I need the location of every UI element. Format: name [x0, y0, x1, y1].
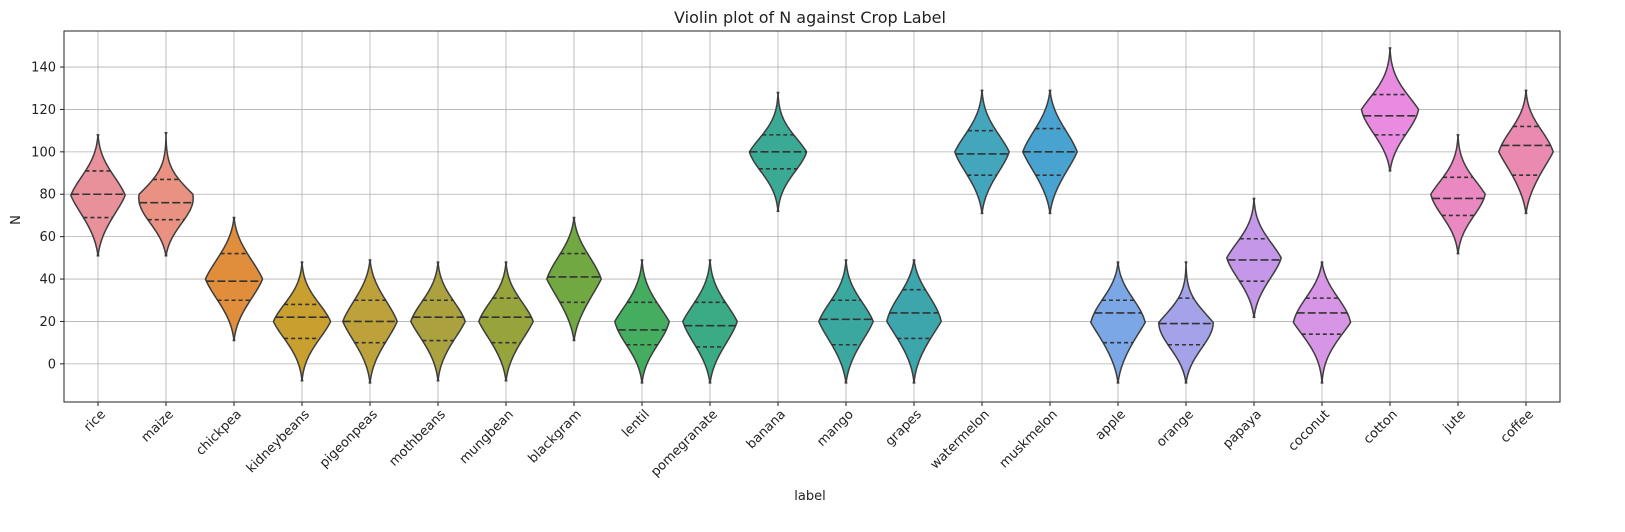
- y-tick-label: 140: [31, 61, 56, 76]
- y-tick-label: 60: [39, 230, 56, 245]
- y-axis-label: N: [9, 215, 24, 225]
- violin-rice: [69, 134, 127, 257]
- chart-title: Violin plot of N against Crop Label: [674, 8, 946, 27]
- y-tick-label: 20: [39, 315, 56, 330]
- violin-coffee: [1497, 89, 1555, 215]
- violin-orange: [1158, 261, 1214, 384]
- violin-mango: [817, 259, 875, 384]
- violin-blackgram: [545, 216, 603, 342]
- violin-mungbean: [477, 261, 535, 382]
- y-tick-label: 0: [48, 357, 56, 372]
- violin-kidneybeans: [272, 261, 332, 382]
- violin-maize: [138, 132, 194, 257]
- violin-cotton: [1360, 47, 1420, 172]
- x-axis-label: label: [794, 489, 825, 504]
- violin-grapes: [886, 259, 942, 384]
- violin-layer: [69, 47, 1555, 384]
- violin-papaya: [1225, 197, 1283, 318]
- y-tick-label: 40: [39, 273, 56, 288]
- y-tick-label: 80: [39, 188, 56, 203]
- y-tick-label: 100: [31, 145, 56, 160]
- y-axis-ticks: 0 20 40 60 80 100 120 140: [31, 61, 64, 372]
- violin-watermelon: [953, 89, 1011, 215]
- violin-apple: [1089, 261, 1147, 384]
- violin-coconut: [1292, 261, 1352, 384]
- violin-jute: [1429, 134, 1487, 255]
- violin-lentil: [613, 259, 671, 384]
- y-tick-label: 120: [31, 103, 56, 118]
- plot-frame: [63, 30, 1561, 403]
- violin-pomegranate: [681, 259, 739, 384]
